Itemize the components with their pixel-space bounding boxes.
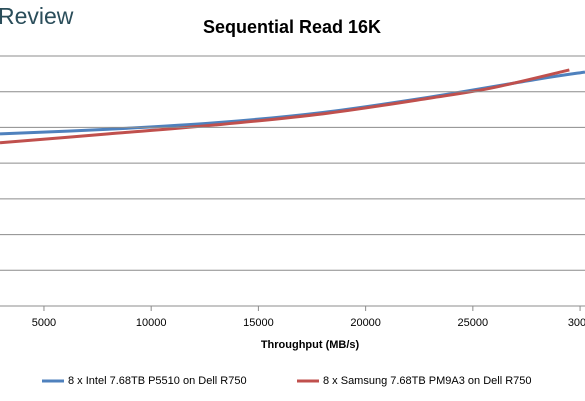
plot-lines xyxy=(0,68,585,145)
x-tick-label: 5000 xyxy=(32,317,56,329)
x-tick-label: 25000 xyxy=(458,317,489,329)
x-tick-label: 15000 xyxy=(243,317,274,329)
x-tick-label: 20000 xyxy=(350,317,381,329)
legend-label: 8 x Samsung 7.68TB PM9A3 on Dell R750 xyxy=(323,375,532,387)
x-tick-label: 10000 xyxy=(136,317,167,329)
series-line xyxy=(0,70,585,136)
chart-title: Sequential Read 16K xyxy=(203,17,381,37)
x-tick-label: 3000 xyxy=(568,317,585,329)
series-line xyxy=(0,68,570,145)
x-axis-label: Throughput (MB/s) xyxy=(261,339,360,351)
logo: Review xyxy=(0,3,74,29)
legend-label: 8 x Intel 7.68TB P5510 on Dell R750 xyxy=(68,375,247,387)
